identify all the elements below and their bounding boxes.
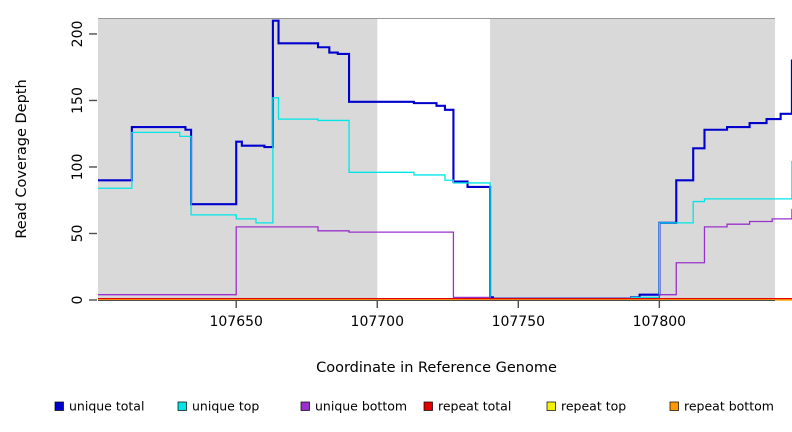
series-line-unique-top	[98, 97, 792, 300]
axes-group: 107650 107700 107750 107800 0 50 100 150 200	[70, 21, 775, 330]
legend-label-unique-total: unique total	[69, 399, 144, 414]
legend-swatch-repeat-total	[423, 401, 433, 411]
plot-background-group	[98, 16, 775, 300]
legend-label-unique-bottom: unique bottom	[315, 399, 407, 414]
y-tick-label-3: 150	[70, 87, 86, 114]
series-line-unique-bottom	[98, 208, 792, 300]
legend-swatch-unique-bottom	[300, 401, 310, 411]
x-tick-label-3: 107800	[633, 314, 686, 330]
chart-legend: unique total unique top unique bottom repea…	[54, 399, 774, 414]
x-axis-title: Coordinate in Reference Genome	[316, 360, 557, 376]
gap-background	[377, 16, 491, 300]
x-tick-label-2: 107750	[492, 314, 545, 330]
legend-label-repeat-top: repeat top	[561, 399, 626, 414]
legend-swatch-repeat-top	[546, 401, 556, 411]
y-tick-label-2: 100	[70, 154, 86, 181]
y-tick-label-4: 200	[70, 21, 86, 48]
x-tick-label-1: 107700	[351, 314, 404, 330]
x-tick-label-0: 107650	[209, 314, 262, 330]
legend-swatch-unique-total	[54, 401, 64, 411]
y-tick-label-1: 50	[70, 225, 86, 243]
legend-label-unique-top: unique top	[192, 399, 259, 414]
legend-swatch-unique-top	[177, 401, 187, 411]
y-axis-title: Read Coverage Depth	[14, 79, 30, 238]
legend-swatch-repeat-bottom	[669, 401, 679, 411]
legend-label-repeat-total: repeat total	[438, 399, 511, 414]
y-tick-label-0: 0	[70, 296, 86, 305]
legend-label-repeat-bottom: repeat bottom	[684, 399, 774, 414]
